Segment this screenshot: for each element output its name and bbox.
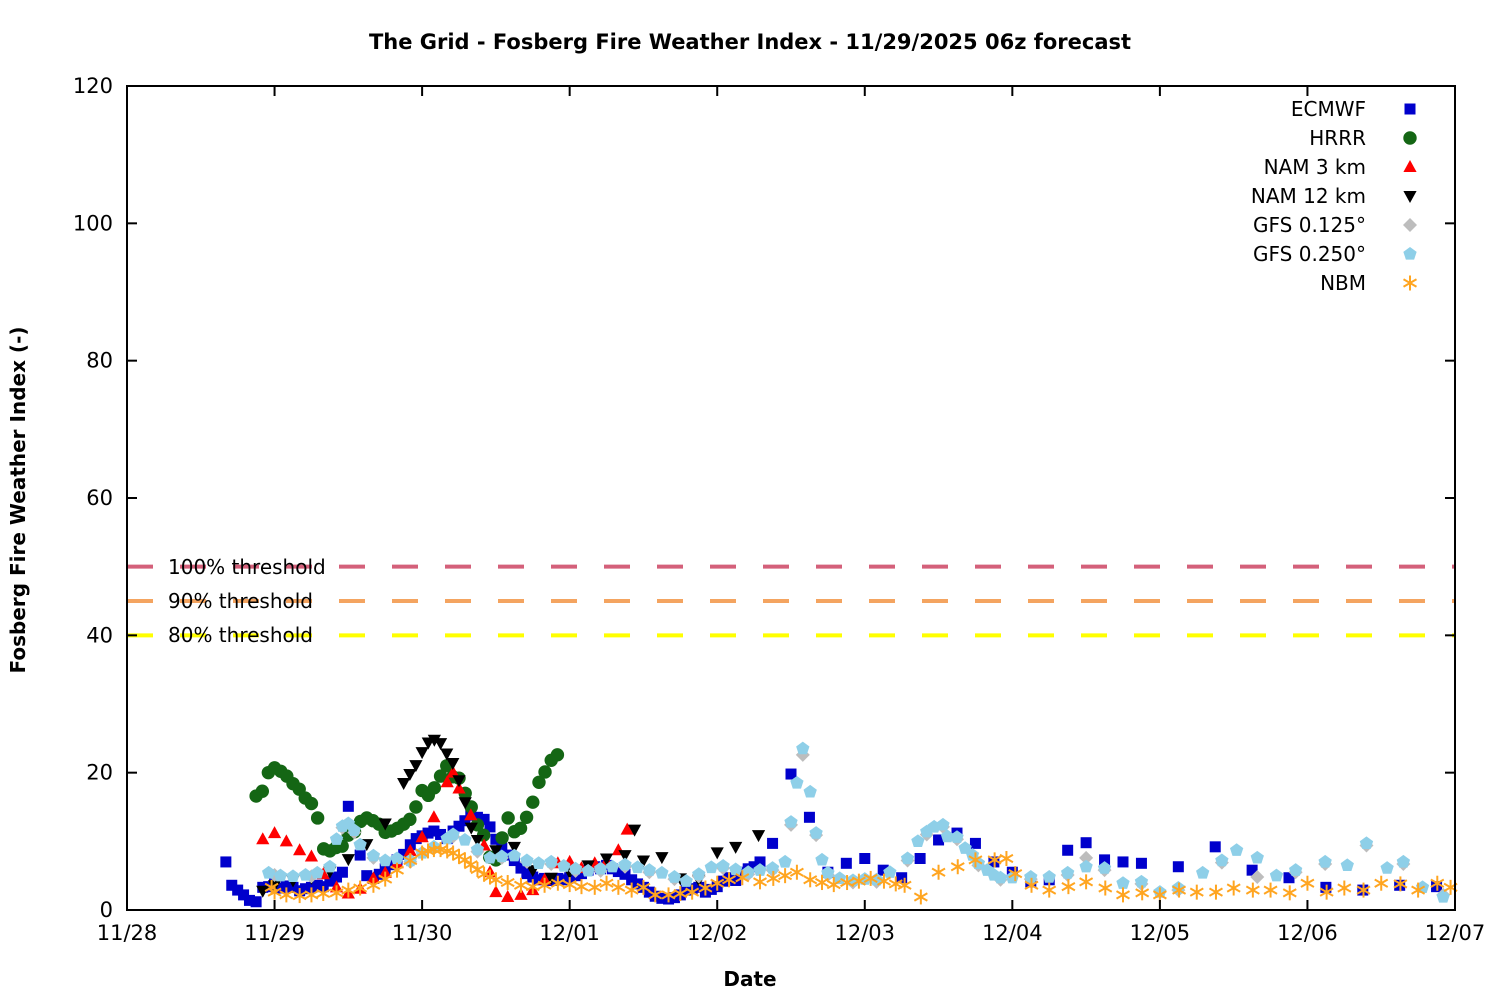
chart-title: The Grid - Fosberg Fire Weather Index - … bbox=[368, 30, 1132, 54]
x-tick-label: 12/07 bbox=[1425, 921, 1486, 945]
x-tick-label: 12/01 bbox=[539, 921, 600, 945]
y-tick-label: 80 bbox=[86, 349, 113, 373]
legend-item-gfs-0-250-: GFS 0.250° bbox=[1251, 239, 1440, 268]
x-axis-title: Date bbox=[723, 967, 777, 991]
asterisk-icon bbox=[1403, 275, 1417, 290]
threshold-label: 100% threshold bbox=[168, 554, 326, 579]
y-tick-label: 20 bbox=[86, 761, 113, 785]
pentagon-icon bbox=[1403, 246, 1417, 260]
legend-item-nam-12-km: NAM 12 km bbox=[1251, 181, 1440, 210]
y-axis-title: Fosberg Fire Weather Index (-) bbox=[6, 326, 30, 674]
legend-item-hrrr: HRRR bbox=[1251, 123, 1440, 152]
y-tick-label: 40 bbox=[86, 623, 113, 647]
threshold-label: 90% threshold bbox=[168, 589, 313, 613]
x-tick-label: 12/03 bbox=[835, 921, 896, 945]
legend-label: NBM bbox=[1320, 270, 1366, 295]
diamond-icon bbox=[1403, 217, 1417, 232]
legend: ECMWF HRRR NAM 3 km NAM 12 km GFS 0.125° GFS … bbox=[1251, 94, 1440, 297]
x-tick-label: 11/30 bbox=[392, 921, 453, 945]
x-tick-label: 12/02 bbox=[687, 921, 748, 945]
triangle-down-icon bbox=[1403, 190, 1417, 203]
legend-item-nam-3-km: NAM 3 km bbox=[1251, 152, 1440, 181]
legend-label: HRRR bbox=[1309, 125, 1366, 150]
x-tick-label: 12/04 bbox=[982, 921, 1043, 945]
legend-label: GFS 0.250° bbox=[1253, 241, 1366, 266]
legend-item-nbm: NBM bbox=[1251, 268, 1440, 297]
legend-label: NAM 12 km bbox=[1250, 183, 1366, 208]
y-tick-label: 0 bbox=[100, 898, 113, 922]
circle-icon bbox=[1403, 130, 1417, 145]
legend-item-ecmwf: ECMWF bbox=[1251, 94, 1440, 123]
series-nam-12-km bbox=[256, 734, 766, 898]
y-tick-label: 100 bbox=[73, 211, 113, 235]
series-nbm bbox=[264, 842, 1458, 905]
triangle-up-icon bbox=[1403, 159, 1417, 172]
x-tick-label: 12/05 bbox=[1130, 921, 1191, 945]
legend-label: NAM 3 km bbox=[1263, 154, 1366, 179]
legend-item-gfs-0-125-: GFS 0.125° bbox=[1251, 210, 1440, 239]
x-tick-label: 11/28 bbox=[97, 921, 158, 945]
threshold-label: 80% threshold bbox=[168, 623, 313, 648]
legend-label: ECMWF bbox=[1290, 96, 1366, 121]
y-tick-label: 60 bbox=[86, 486, 113, 510]
x-tick-label: 12/06 bbox=[1277, 921, 1338, 945]
x-tick-label: 11/29 bbox=[244, 921, 305, 945]
square-icon bbox=[1404, 103, 1416, 114]
legend-label: GFS 0.125° bbox=[1253, 212, 1366, 237]
y-tick-label: 120 bbox=[73, 74, 113, 98]
